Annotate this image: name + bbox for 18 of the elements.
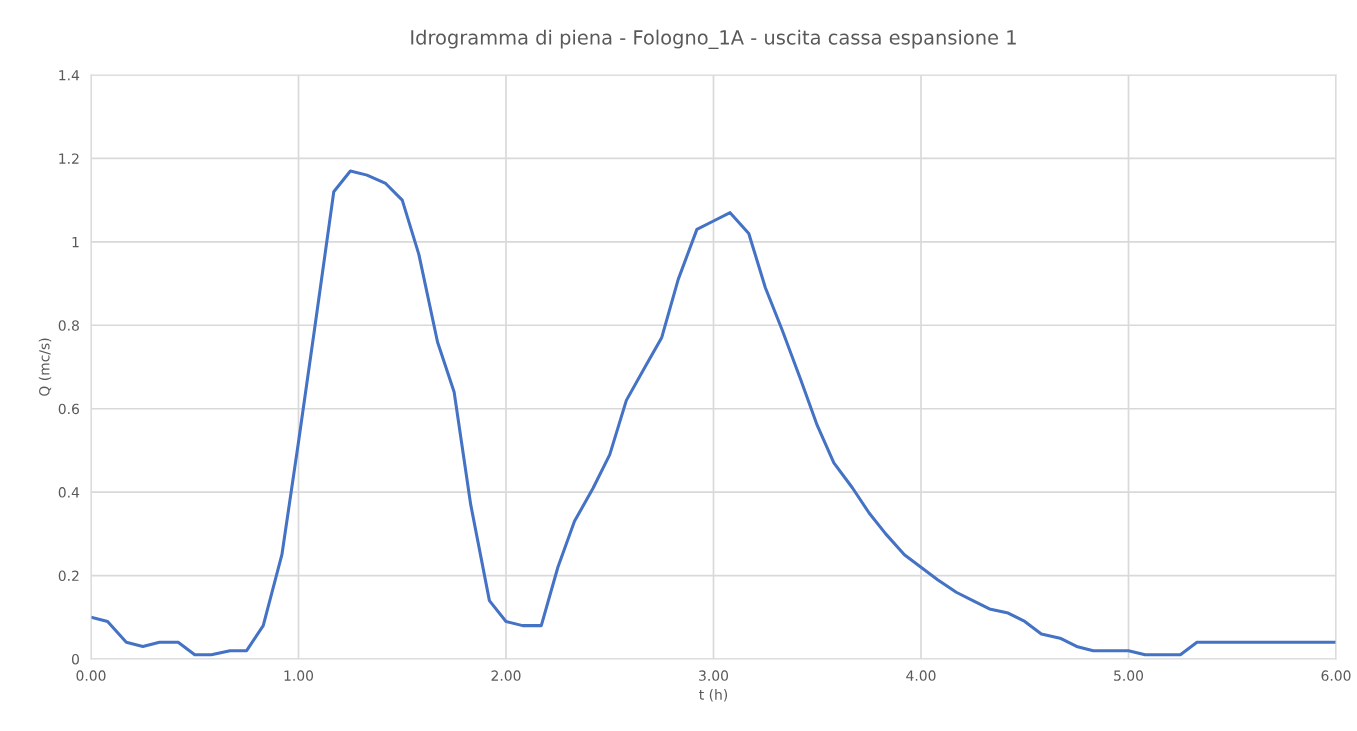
- y-tick-label: 0.6: [58, 403, 80, 415]
- x-tick-label: 1.00: [284, 670, 314, 681]
- x-tick-label: 2.00: [491, 670, 521, 681]
- chart-title: Idrogramma di piena - Fologno_1A - uscita cassa espansione 1: [411, 29, 1016, 50]
- y-tick-label: 0.2: [58, 570, 79, 582]
- x-tick-label: 6.00: [1321, 670, 1351, 681]
- y-tick-label: 0.8: [58, 320, 79, 331]
- y-axis-title: Q (mc/s): [38, 338, 52, 396]
- y-tick-label: 0.4: [58, 487, 80, 498]
- y-tick-label: 0: [71, 653, 79, 665]
- x-tick-label: 5.00: [1114, 670, 1144, 681]
- y-tick-label: 1: [72, 237, 79, 248]
- x-tick-label: 4.00: [906, 670, 936, 681]
- x-axis-title: t (h): [699, 689, 728, 702]
- x-tick-label: 0.00: [76, 670, 106, 681]
- x-tick-label: 3.00: [699, 670, 729, 681]
- y-tick-label: 1.2: [59, 153, 79, 164]
- y-tick-label: 1.4: [59, 70, 80, 81]
